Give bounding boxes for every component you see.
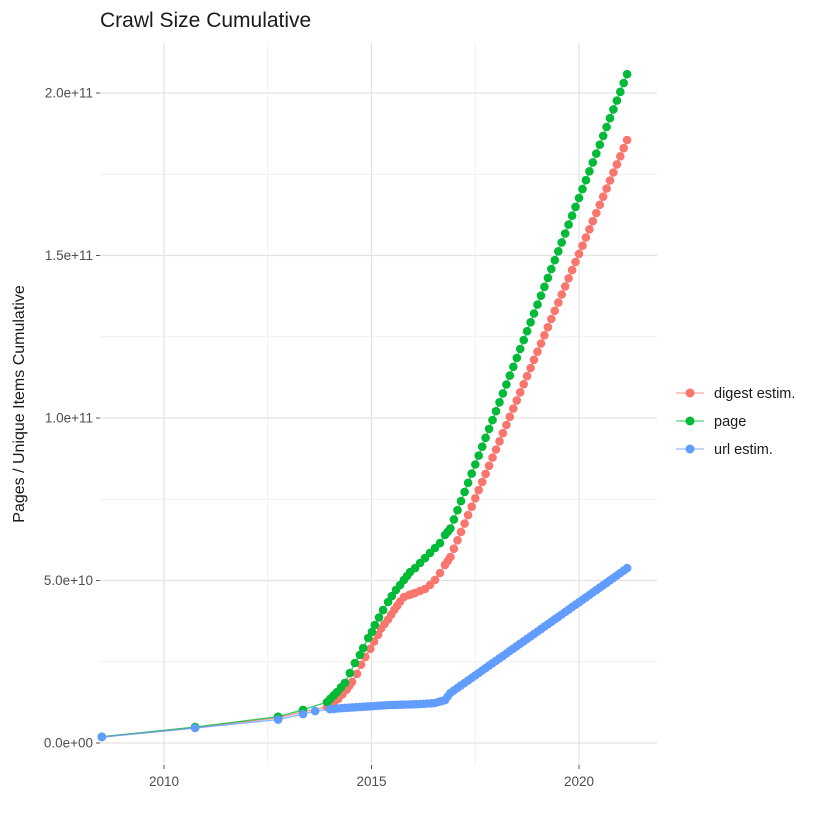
x-tick-label: 2020	[564, 774, 594, 789]
legend-label: url estim.	[714, 442, 773, 458]
x-tick-label: 2015	[356, 774, 386, 789]
series-points	[97, 563, 632, 742]
series-digest-estim	[97, 135, 632, 742]
series-url-estim	[97, 563, 632, 742]
series-page	[97, 69, 632, 742]
y-axis-title: Pages / Unique Items Cumulative	[11, 285, 28, 523]
data-series	[97, 69, 632, 742]
legend-item-url-estim: url estim.	[676, 442, 773, 458]
legend-key-dot	[685, 416, 695, 426]
x-tick-label: 2010	[149, 774, 179, 789]
legend-key-dot	[685, 444, 695, 454]
y-tick-label: 1.0e+11	[45, 411, 93, 426]
y-tick-label: 5.0e+10	[44, 573, 93, 588]
legend-item-page: page	[676, 414, 746, 430]
legend-key-dot	[685, 388, 695, 398]
y-tick-label: 1.5e+11	[45, 248, 93, 263]
series-line	[101, 567, 628, 738]
legend: digest estim. page url estim.	[676, 386, 795, 458]
legend-label: digest estim.	[714, 386, 795, 402]
gridlines	[100, 43, 657, 765]
axis-ticks-and-labels: 2010 2015 2020 0.0e+00 5.0e+10 1.0e+11 1.5e+11…	[44, 86, 594, 790]
y-tick-label: 2.0e+11	[45, 86, 93, 101]
y-tick-label: 0.0e+00	[44, 736, 93, 751]
series-points	[97, 69, 632, 742]
legend-label: page	[714, 414, 746, 430]
chart-title: Crawl Size Cumulative	[100, 9, 311, 32]
legend-item-digest-estim: digest estim.	[676, 386, 795, 402]
